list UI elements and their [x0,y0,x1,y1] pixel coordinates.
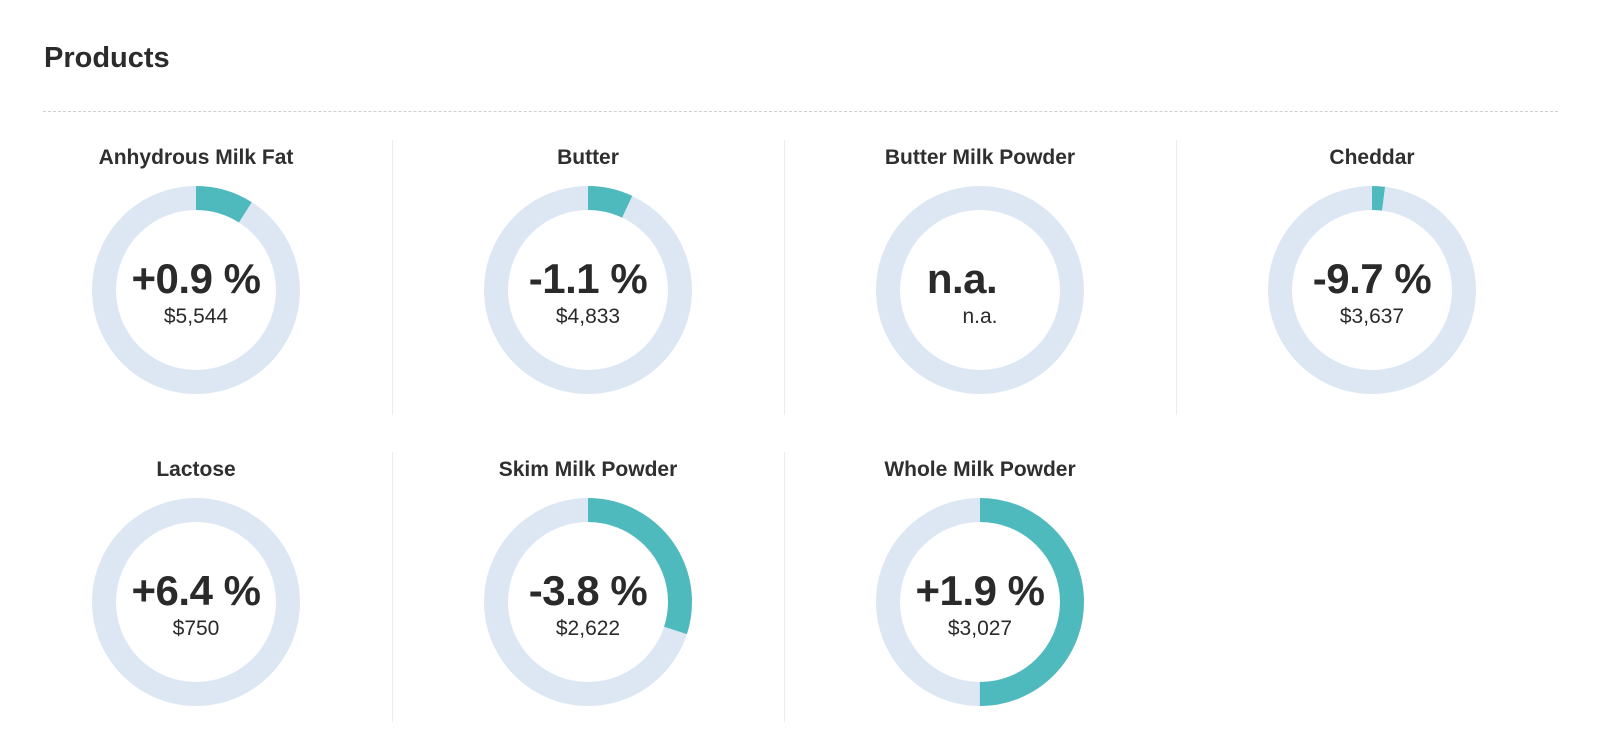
product-name: Anhydrous Milk Fat [98,146,294,169]
ring-fill [92,186,300,394]
product-name: Skim Milk Powder [498,458,678,481]
price-value: $3,027 [947,617,1013,640]
change-donut-chart: +0.9 % $5,544 [90,184,302,396]
product-card-cheddar[interactable]: Cheddar -9.7 % $3,637 [1176,146,1568,426]
card-separator [1176,140,1177,415]
ring-track [876,186,1084,394]
donut-ring [1268,186,1476,394]
change-donut-chart: -1.1 % $4,833 [482,184,694,396]
percent-change: n.a. [926,255,998,302]
percent-change: -3.8 % [528,567,648,614]
price-value: $750 [172,617,220,640]
percent-change: +0.9 % [131,255,261,302]
card-separator [392,140,393,415]
donut-ring [92,186,300,394]
percent-change: +6.4 % [131,567,261,614]
ring-fill [484,186,692,394]
card-separator [392,452,393,722]
product-card-whole-milk-powder[interactable]: Whole Milk Powder +1.9 % $3,027 [784,458,1176,738]
product-name: Whole Milk Powder [884,458,1076,481]
product-name: Butter [557,146,619,169]
donut-ring [484,498,692,706]
change-donut-chart: -3.8 % $2,622 [482,496,694,708]
ring-fill [484,498,692,706]
product-name: Cheddar [1329,146,1415,169]
price-value: $5,544 [163,305,229,328]
percent-change: -1.1 % [528,255,648,302]
change-donut-chart: -9.7 % $3,637 [1266,184,1478,396]
percent-change: -9.7 % [1312,255,1432,302]
product-card-skim-milk-powder[interactable]: Skim Milk Powder -3.8 % $2,622 [392,458,784,738]
donut-ring [876,186,1084,394]
ring-track [92,498,300,706]
product-card-lactose[interactable]: Lactose +6.4 % $750 [0,458,392,738]
donut-ring [92,498,300,706]
donut-ring [484,186,692,394]
change-donut-chart: n.a. n.a. [874,184,1086,396]
price-value: n.a. [962,305,998,328]
ring-fill [876,498,1084,706]
product-card-anhydrous-milk-fat[interactable]: Anhydrous Milk Fat +0.9 % $5,544 [0,146,392,426]
card-separator [784,452,785,722]
product-name: Butter Milk Powder [884,146,1076,169]
change-donut-chart: +1.9 % $3,027 [874,496,1086,708]
price-value: $4,833 [555,305,621,328]
title-divider [43,111,1558,112]
change-donut-chart: +6.4 % $750 [90,496,302,708]
card-separator [784,140,785,415]
ring-fill [1268,186,1476,394]
price-value: $3,637 [1339,305,1405,328]
product-card-butter[interactable]: Butter -1.1 % $4,833 [392,146,784,426]
product-card-butter-milk-powder[interactable]: Butter Milk Powder n.a. n.a. [784,146,1176,426]
percent-change: +1.9 % [915,567,1045,614]
donut-ring [876,498,1084,706]
product-name: Lactose [156,458,236,481]
page-title: Products [44,42,170,74]
price-value: $2,622 [555,617,621,640]
